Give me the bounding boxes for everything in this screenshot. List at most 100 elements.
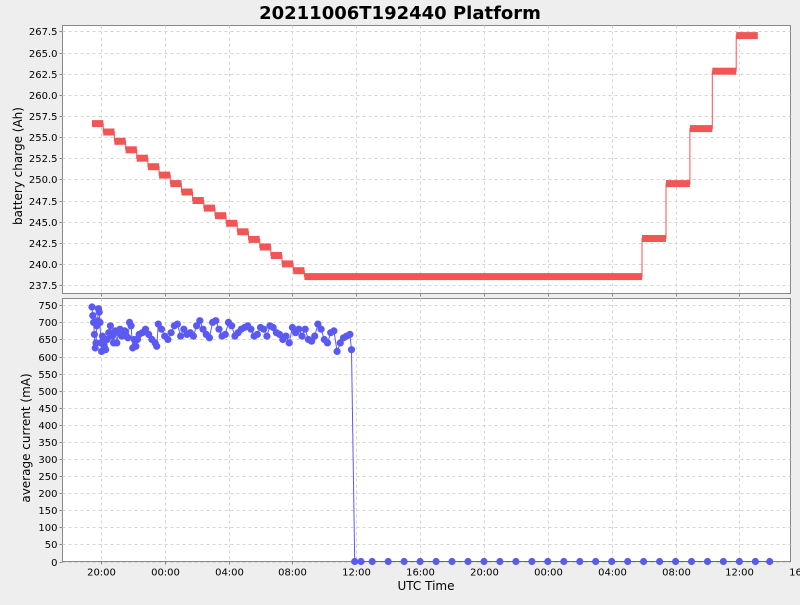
- y-tick-label: 260.0: [29, 91, 58, 102]
- current-data-point: [357, 558, 364, 565]
- battery-charge-segment: [204, 205, 215, 212]
- current-data-point: [254, 331, 261, 338]
- y-tick-label: 500: [38, 387, 57, 398]
- current-data-point: [96, 309, 103, 316]
- x-tick-label: 00:00: [151, 568, 180, 579]
- current-data-point: [295, 326, 302, 333]
- battery-y-axis-label: battery charge (Ah): [11, 107, 25, 225]
- y-tick-label: 247.5: [29, 197, 58, 208]
- x-tick-label: 20:00: [470, 568, 499, 579]
- battery-charge-segment: [260, 244, 271, 251]
- current-data-point: [448, 558, 455, 565]
- current-data-point: [132, 343, 139, 350]
- current-panel: 0501001502002503003504004505005506006507…: [19, 299, 800, 594]
- current-data-point: [324, 339, 331, 346]
- current-data-point: [330, 327, 337, 334]
- y-tick-label: 50: [45, 540, 58, 551]
- y-tick-label: 450: [38, 404, 57, 415]
- current-data-point: [168, 329, 175, 336]
- y-tick-label: 0: [51, 558, 57, 569]
- current-data-point: [346, 331, 353, 338]
- current-data-point: [417, 558, 424, 565]
- current-data-point: [401, 558, 408, 565]
- x-tick-label: 16:00: [789, 568, 800, 579]
- battery-charge-segment: [642, 235, 666, 242]
- battery-charge-segment: [271, 252, 282, 259]
- battery-charge-segment: [736, 32, 758, 39]
- battery-charge-segment: [249, 236, 260, 243]
- x-tick-label: 12:00: [342, 568, 371, 579]
- current-data-point: [128, 322, 135, 329]
- current-data-point: [544, 558, 551, 565]
- current-data-point: [124, 334, 131, 341]
- current-data-point: [608, 558, 615, 565]
- y-tick-label: 245.0: [29, 218, 58, 229]
- battery-charge-segment: [126, 146, 137, 153]
- y-tick-label: 257.5: [29, 112, 58, 123]
- current-data-point: [247, 326, 254, 333]
- current-data-point: [624, 558, 631, 565]
- current-data-point: [260, 326, 267, 333]
- x-tick-label: 04:00: [215, 568, 244, 579]
- current-data-point: [672, 558, 679, 565]
- current-data-point: [215, 326, 222, 333]
- battery-charge-segment: [226, 220, 237, 227]
- battery-charge-segment: [114, 138, 125, 145]
- current-data-point: [206, 334, 213, 341]
- current-data-point: [153, 343, 160, 350]
- current-data-point: [704, 558, 711, 565]
- y-tick-label: 350: [38, 438, 57, 449]
- y-tick-label: 242.5: [29, 239, 58, 250]
- current-plot-area: [63, 299, 791, 562]
- current-data-point: [560, 558, 567, 565]
- current-data-point: [91, 331, 98, 338]
- current-data-point: [688, 558, 695, 565]
- battery-charge-segment: [237, 228, 248, 235]
- battery-charge-segment: [170, 180, 181, 187]
- current-data-point: [720, 558, 727, 565]
- x-tick-label: 04:00: [598, 568, 627, 579]
- x-tick-label: 08:00: [278, 568, 307, 579]
- battery-charge-segment: [137, 155, 148, 162]
- battery-charge-segment: [159, 172, 170, 179]
- current-data-point: [196, 317, 203, 324]
- battery-charge-segment: [304, 273, 642, 280]
- battery-panel: 237.5240.0242.5245.0247.5250.0252.5255.0…: [11, 26, 800, 297]
- y-tick-label: 150: [38, 506, 57, 517]
- y-tick-label: 400: [38, 421, 57, 432]
- current-data-point: [286, 339, 293, 346]
- current-data-point: [222, 331, 229, 338]
- current-data-point: [298, 333, 305, 340]
- y-tick-label: 700: [38, 318, 57, 329]
- y-tick-label: 200: [38, 489, 57, 500]
- x-tick-label: 20:00: [87, 568, 116, 579]
- battery-charge-segment: [666, 180, 690, 187]
- battery-charge-segment: [215, 212, 226, 219]
- y-tick-label: 255.0: [29, 133, 58, 144]
- current-data-point: [736, 558, 743, 565]
- current-data-point: [228, 322, 235, 329]
- battery-charge-segment: [181, 189, 192, 196]
- current-data-point: [464, 558, 471, 565]
- current-data-point: [302, 326, 309, 333]
- y-tick-label: 650: [38, 335, 57, 346]
- y-tick-label: 252.5: [29, 154, 58, 165]
- chart-title: 20211006T192440 Platform: [259, 3, 541, 24]
- current-data-point: [212, 317, 219, 324]
- battery-charge-segment: [92, 120, 103, 127]
- current-data-point: [369, 558, 376, 565]
- current-data-point: [348, 346, 355, 353]
- battery-charge-segment: [282, 260, 293, 267]
- current-data-point: [656, 558, 663, 565]
- current-data-point: [433, 558, 440, 565]
- battery-charge-segment: [712, 68, 736, 75]
- current-data-point: [528, 558, 535, 565]
- current-data-point: [164, 336, 171, 343]
- current-data-point: [102, 346, 109, 353]
- current-data-point: [592, 558, 599, 565]
- x-tick-label: 12:00: [725, 568, 754, 579]
- y-tick-label: 262.5: [29, 70, 58, 81]
- current-data-point: [351, 558, 358, 565]
- current-y-ticks: 0501001502002503003504004505005506006507…: [38, 301, 62, 569]
